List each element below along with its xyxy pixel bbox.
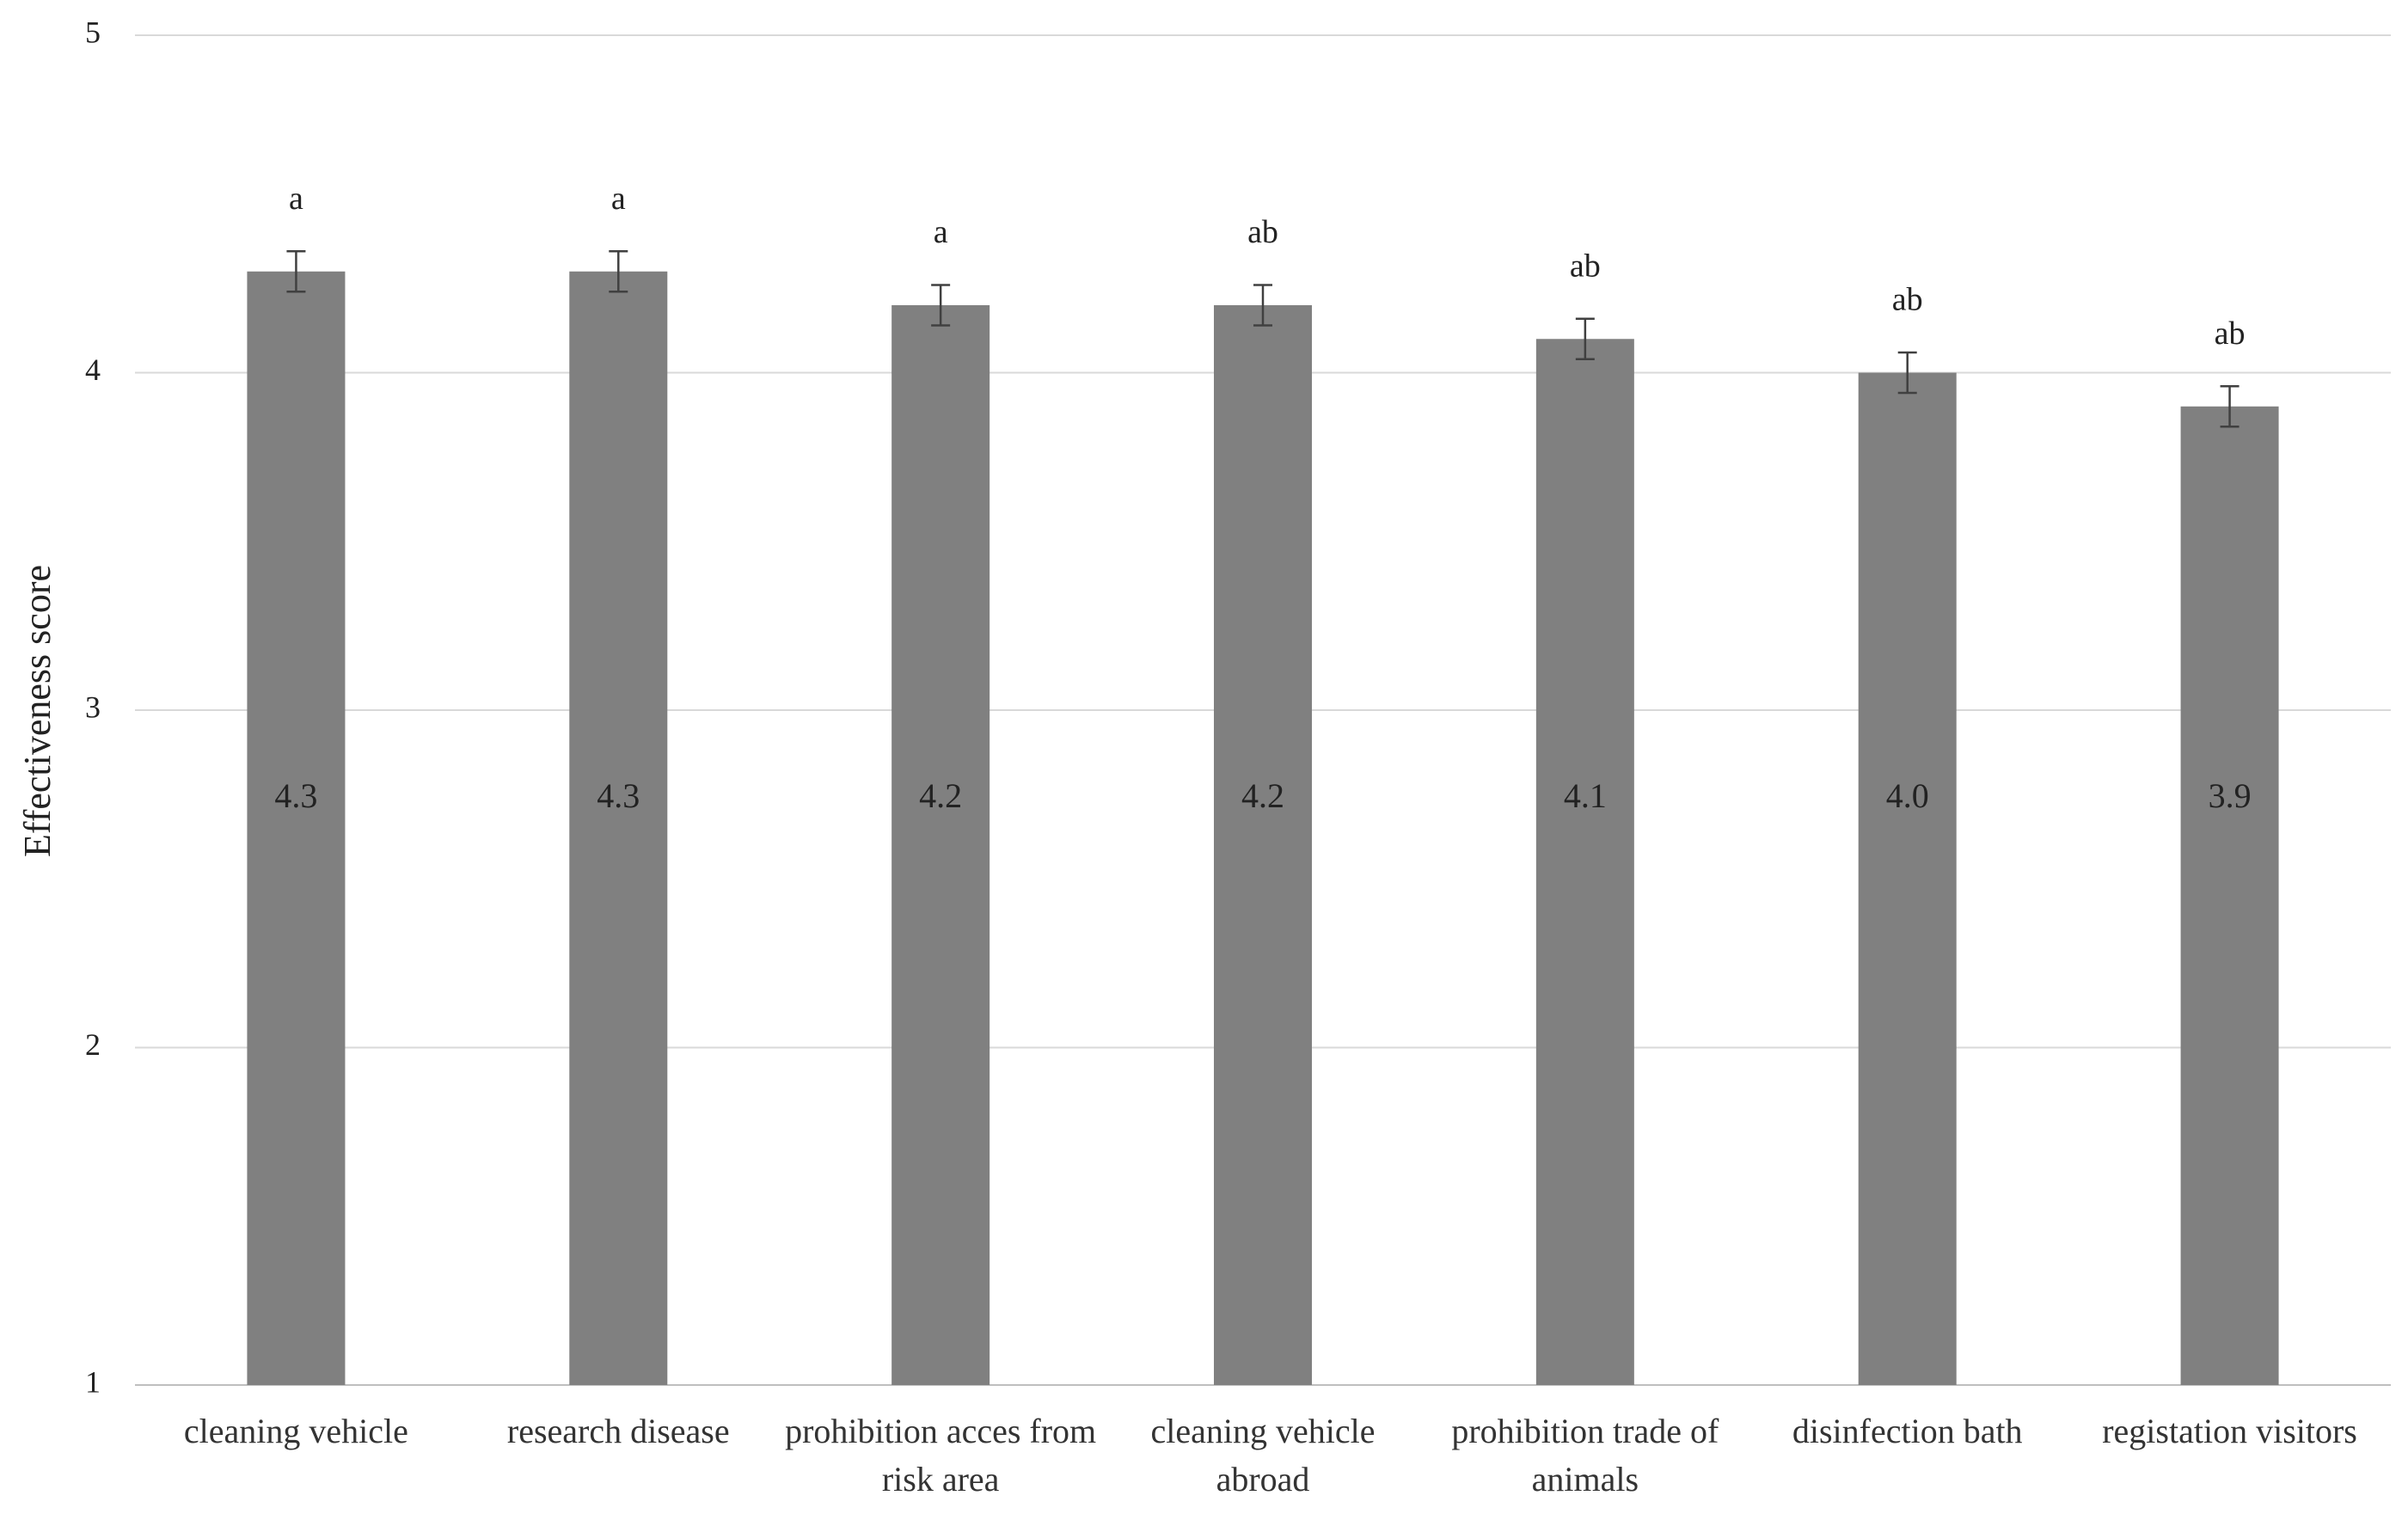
significance-letter: a bbox=[289, 181, 303, 217]
significance-letter: ab bbox=[1247, 214, 1278, 250]
bar bbox=[1214, 305, 1312, 1385]
y-tick-label: 4 bbox=[85, 352, 101, 387]
significance-letter: a bbox=[934, 214, 948, 250]
bar bbox=[892, 305, 990, 1385]
value-label: 3.9 bbox=[2209, 776, 2252, 815]
bar bbox=[247, 271, 346, 1385]
y-tick-label: 5 bbox=[85, 15, 101, 49]
significance-letter: ab bbox=[1570, 248, 1601, 284]
y-tick-label: 2 bbox=[85, 1027, 101, 1062]
significance-letter: ab bbox=[1892, 282, 1923, 318]
x-tick-label: registation visitors bbox=[2102, 1412, 2357, 1450]
y-axis-title: Effectiveness score bbox=[16, 565, 58, 857]
value-label: 4.2 bbox=[1241, 776, 1284, 815]
value-label: 4.0 bbox=[1886, 776, 1929, 815]
significance-letter: a bbox=[611, 181, 626, 217]
bar bbox=[2180, 406, 2279, 1385]
y-tick-label: 1 bbox=[85, 1364, 101, 1399]
x-tick-label: prohibition acces from risk area bbox=[785, 1412, 1097, 1499]
x-tick-label: cleaning vehicle bbox=[183, 1412, 408, 1450]
x-tick-label: cleaning vehicle abroad bbox=[1150, 1412, 1376, 1499]
significance-letter: ab bbox=[2215, 316, 2246, 352]
value-label: 4.3 bbox=[597, 776, 640, 815]
value-label: 4.1 bbox=[1564, 776, 1607, 815]
y-tick-label: 3 bbox=[85, 690, 101, 724]
bar bbox=[569, 271, 668, 1385]
x-tick-label: research disease bbox=[506, 1412, 730, 1450]
x-tick-label: disinfection bath bbox=[1792, 1412, 2023, 1450]
bar bbox=[1858, 372, 1957, 1385]
bar bbox=[1535, 339, 1634, 1385]
x-tick-label: prohibition trade of animals bbox=[1451, 1412, 1719, 1499]
value-label: 4.3 bbox=[274, 776, 317, 815]
value-label: 4.2 bbox=[919, 776, 962, 815]
